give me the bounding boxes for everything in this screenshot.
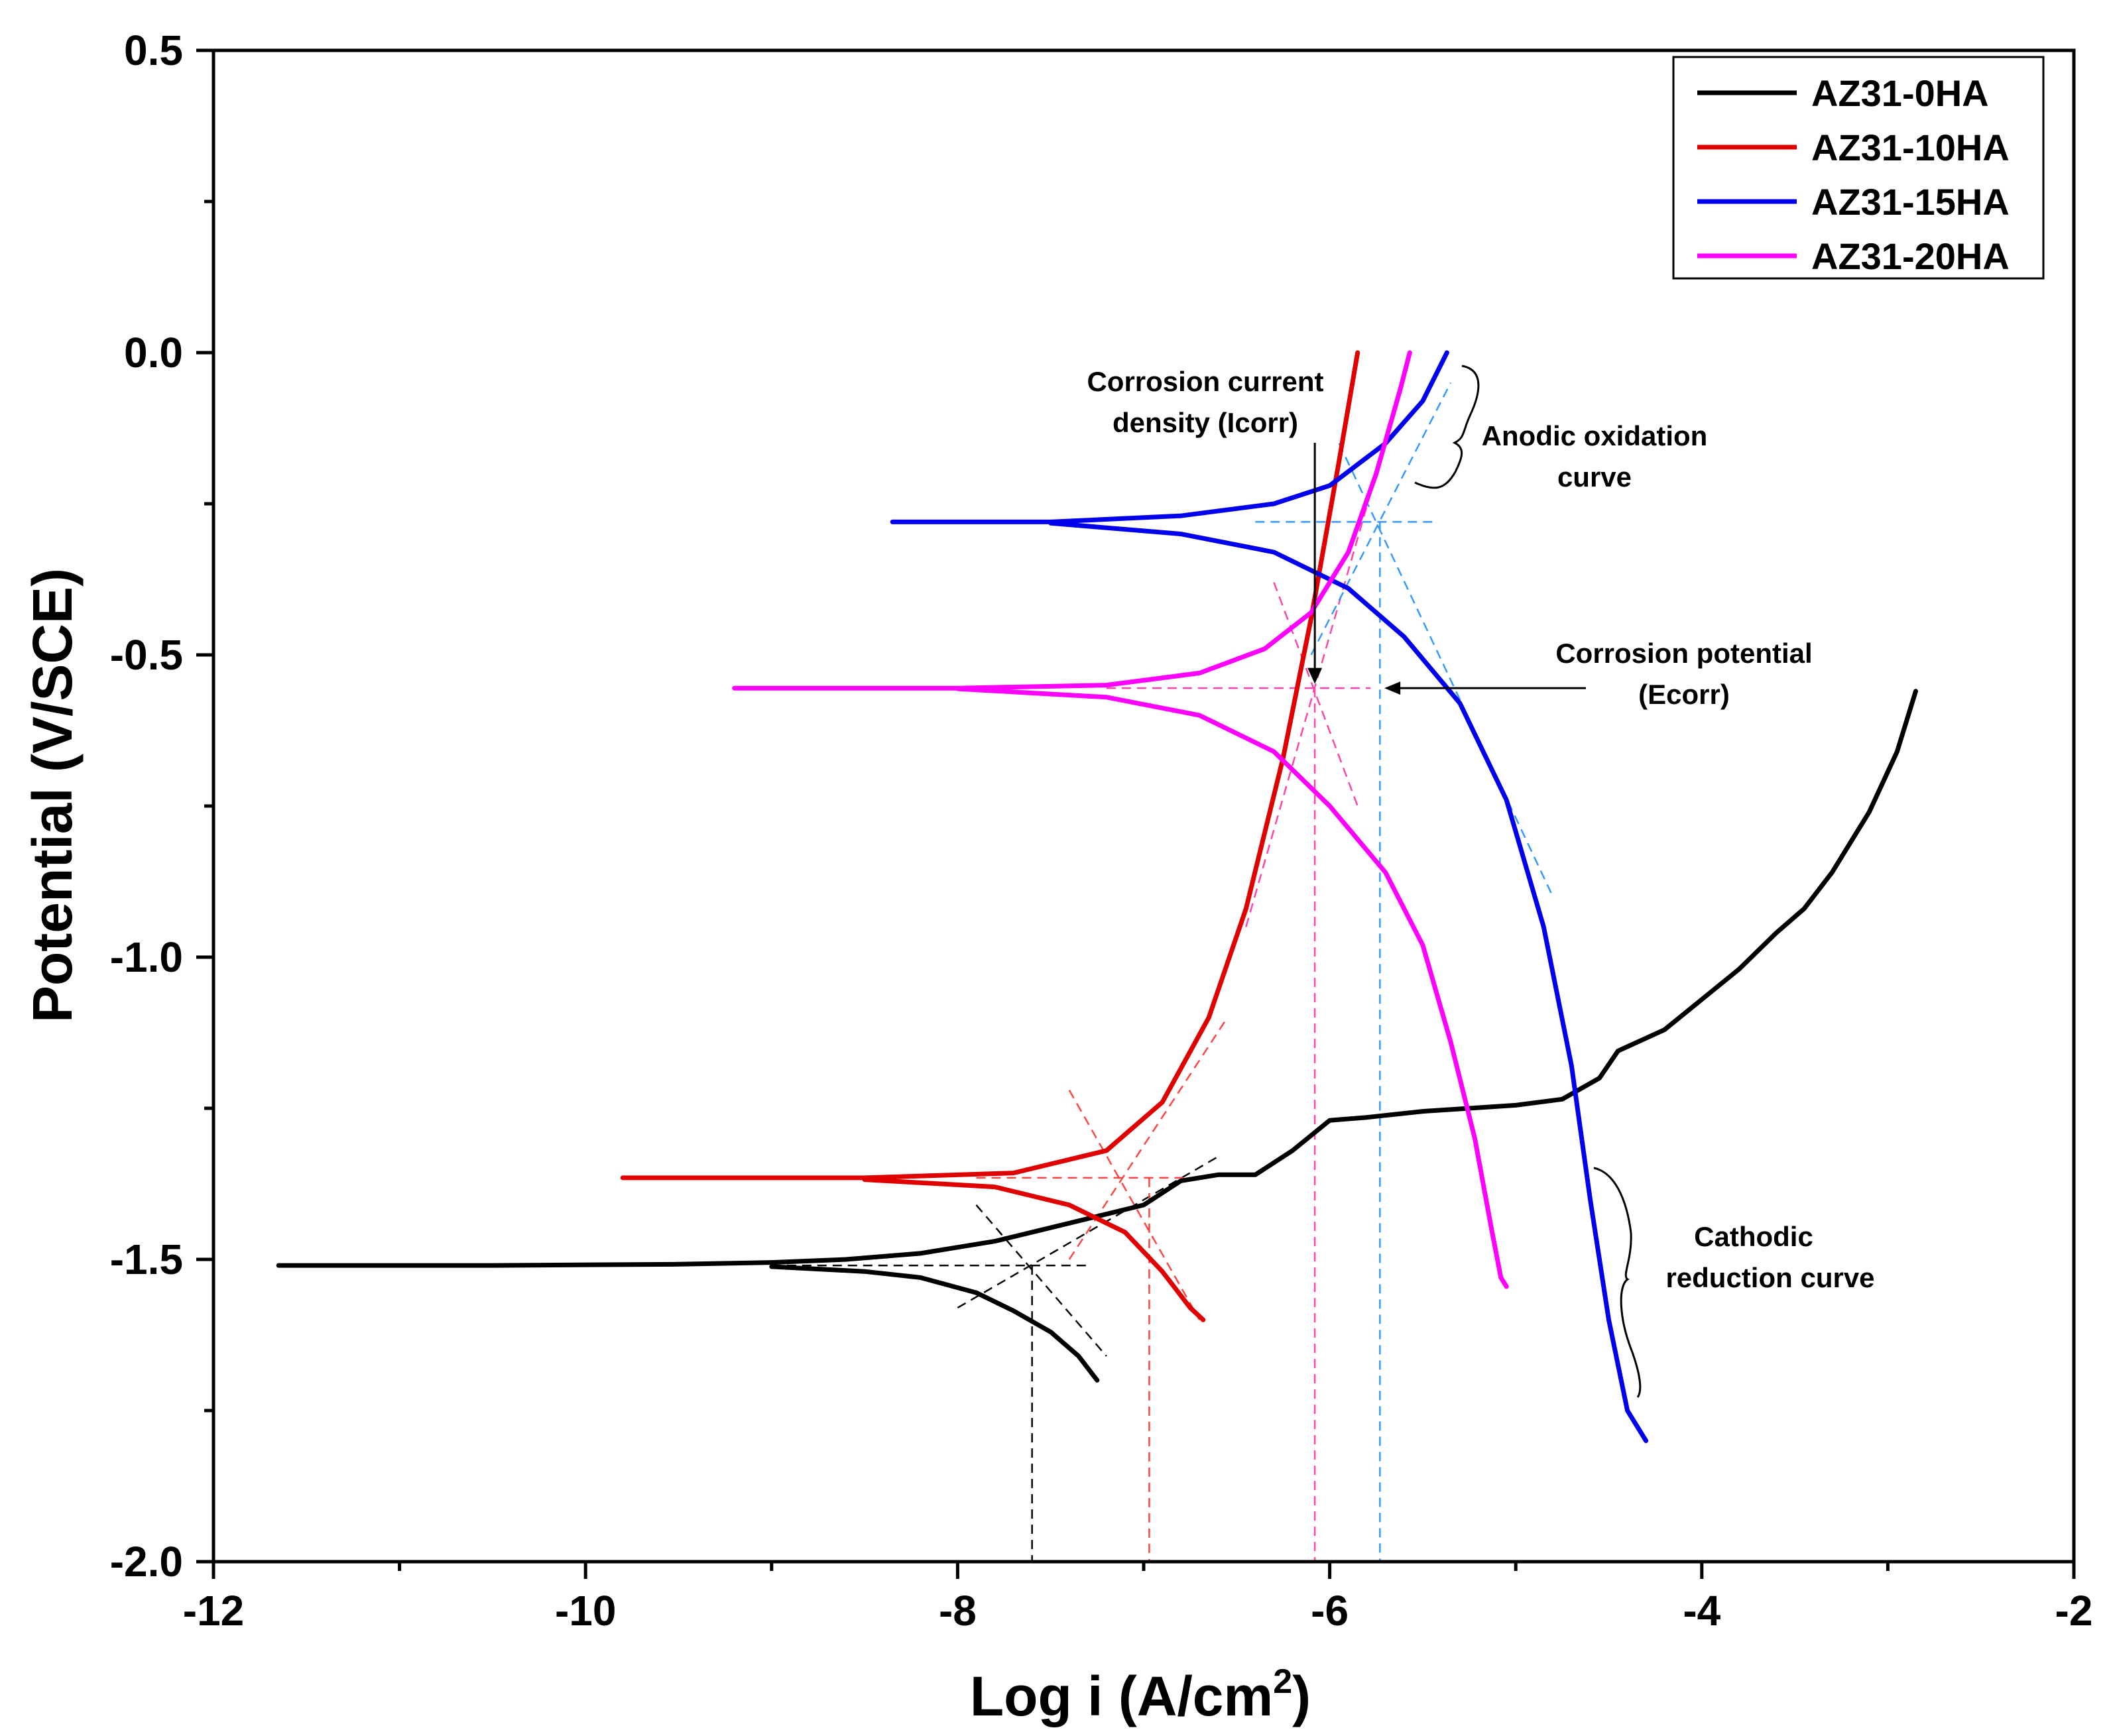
cathodic-tangent-1 bbox=[1068, 1090, 1201, 1320]
y-tick-label: -2.0 bbox=[110, 1538, 183, 1586]
ecorr-annotation-line1: Corrosion potential bbox=[1555, 638, 1812, 669]
anodic-tangent-1 bbox=[1068, 1017, 1229, 1260]
icorr-annotation-line2: density (Icorr) bbox=[1113, 407, 1298, 438]
x-axis-title-superscript: 2 bbox=[1273, 1662, 1292, 1701]
series-line-3-anodic bbox=[732, 350, 1412, 691]
icorr-annotation-line1: Corrosion current bbox=[1087, 366, 1323, 397]
series-line-1-cathodic bbox=[862, 1177, 1206, 1322]
x-tick-label: -10 bbox=[555, 1587, 617, 1635]
anodic-tangent-0 bbox=[957, 1155, 1219, 1309]
x-tick-label: -2 bbox=[2055, 1587, 2093, 1635]
legend: AZ31-0HA AZ31-10HA AZ31-15HA AZ31-20HA bbox=[1672, 56, 2045, 280]
construction-lines bbox=[771, 382, 1554, 1562]
anodic-annotation-line1: Anodic oxidation bbox=[1482, 420, 1708, 451]
cathodic-annotation-line1: Cathodic bbox=[1694, 1221, 1813, 1252]
cathodic-tangent-2 bbox=[1273, 582, 1358, 807]
icorr-arrow-head bbox=[1307, 667, 1323, 684]
series-lines bbox=[276, 350, 1918, 1444]
series-line-3-cathodic bbox=[955, 686, 1509, 1289]
x-axis-title: Log i (A/cm2) bbox=[970, 1662, 1311, 1727]
series-line-1-anodic bbox=[620, 350, 1360, 1181]
y-axis-title: Potential (V/SCE) bbox=[21, 568, 84, 1023]
cathodic-tangent-3 bbox=[1338, 443, 1554, 897]
x-axis-title-close: ) bbox=[1292, 1665, 1311, 1727]
anodic-annotation-line2: curve bbox=[1557, 461, 1632, 492]
legend-label-2: AZ31-15HA bbox=[1811, 181, 2010, 223]
anodic-tangent-3 bbox=[1310, 382, 1452, 656]
y-tick-label: 0.0 bbox=[124, 329, 183, 376]
legend-label-3: AZ31-20HA bbox=[1811, 235, 2010, 277]
axis-ticks: -12 -10 -8 -6 -4 -2 -2.0 -1.5 -1.0 -0.5 0.0 0.5 bbox=[110, 27, 2093, 1635]
y-tick-label: -1.5 bbox=[110, 1236, 183, 1283]
x-tick-label: -8 bbox=[939, 1587, 977, 1635]
annotations: Corrosion current density (Icorr) Anodic… bbox=[1087, 365, 1875, 1398]
y-tick-label: -1.0 bbox=[110, 933, 183, 981]
x-axis-title-main: Log i (A/cm bbox=[970, 1665, 1273, 1727]
y-tick-label: -0.5 bbox=[110, 631, 183, 679]
ecorr-arrow-head bbox=[1384, 681, 1401, 695]
anodic-tangent-2 bbox=[1245, 473, 1377, 927]
series-line-0-anodic bbox=[276, 689, 1918, 1268]
cathodic-tangent-0 bbox=[975, 1204, 1107, 1357]
y-tick-label: 0.5 bbox=[124, 27, 183, 74]
cathodic-brace bbox=[1593, 1167, 1642, 1398]
anodic-brace bbox=[1414, 365, 1480, 489]
legend-label-0: AZ31-0HA bbox=[1811, 72, 1989, 114]
legend-label-1: AZ31-10HA bbox=[1811, 127, 2010, 168]
series-line-2-cathodic bbox=[1048, 520, 1649, 1444]
cathodic-annotation-line2: reduction curve bbox=[1665, 1262, 1874, 1293]
x-tick-label: -6 bbox=[1311, 1587, 1349, 1635]
series-line-0-cathodic bbox=[769, 1264, 1100, 1383]
ecorr-annotation-line2: (Ecorr) bbox=[1638, 679, 1730, 710]
x-tick-label: -4 bbox=[1683, 1587, 1720, 1635]
x-tick-label: -12 bbox=[183, 1587, 245, 1635]
series-line-2-anodic bbox=[890, 350, 1449, 524]
